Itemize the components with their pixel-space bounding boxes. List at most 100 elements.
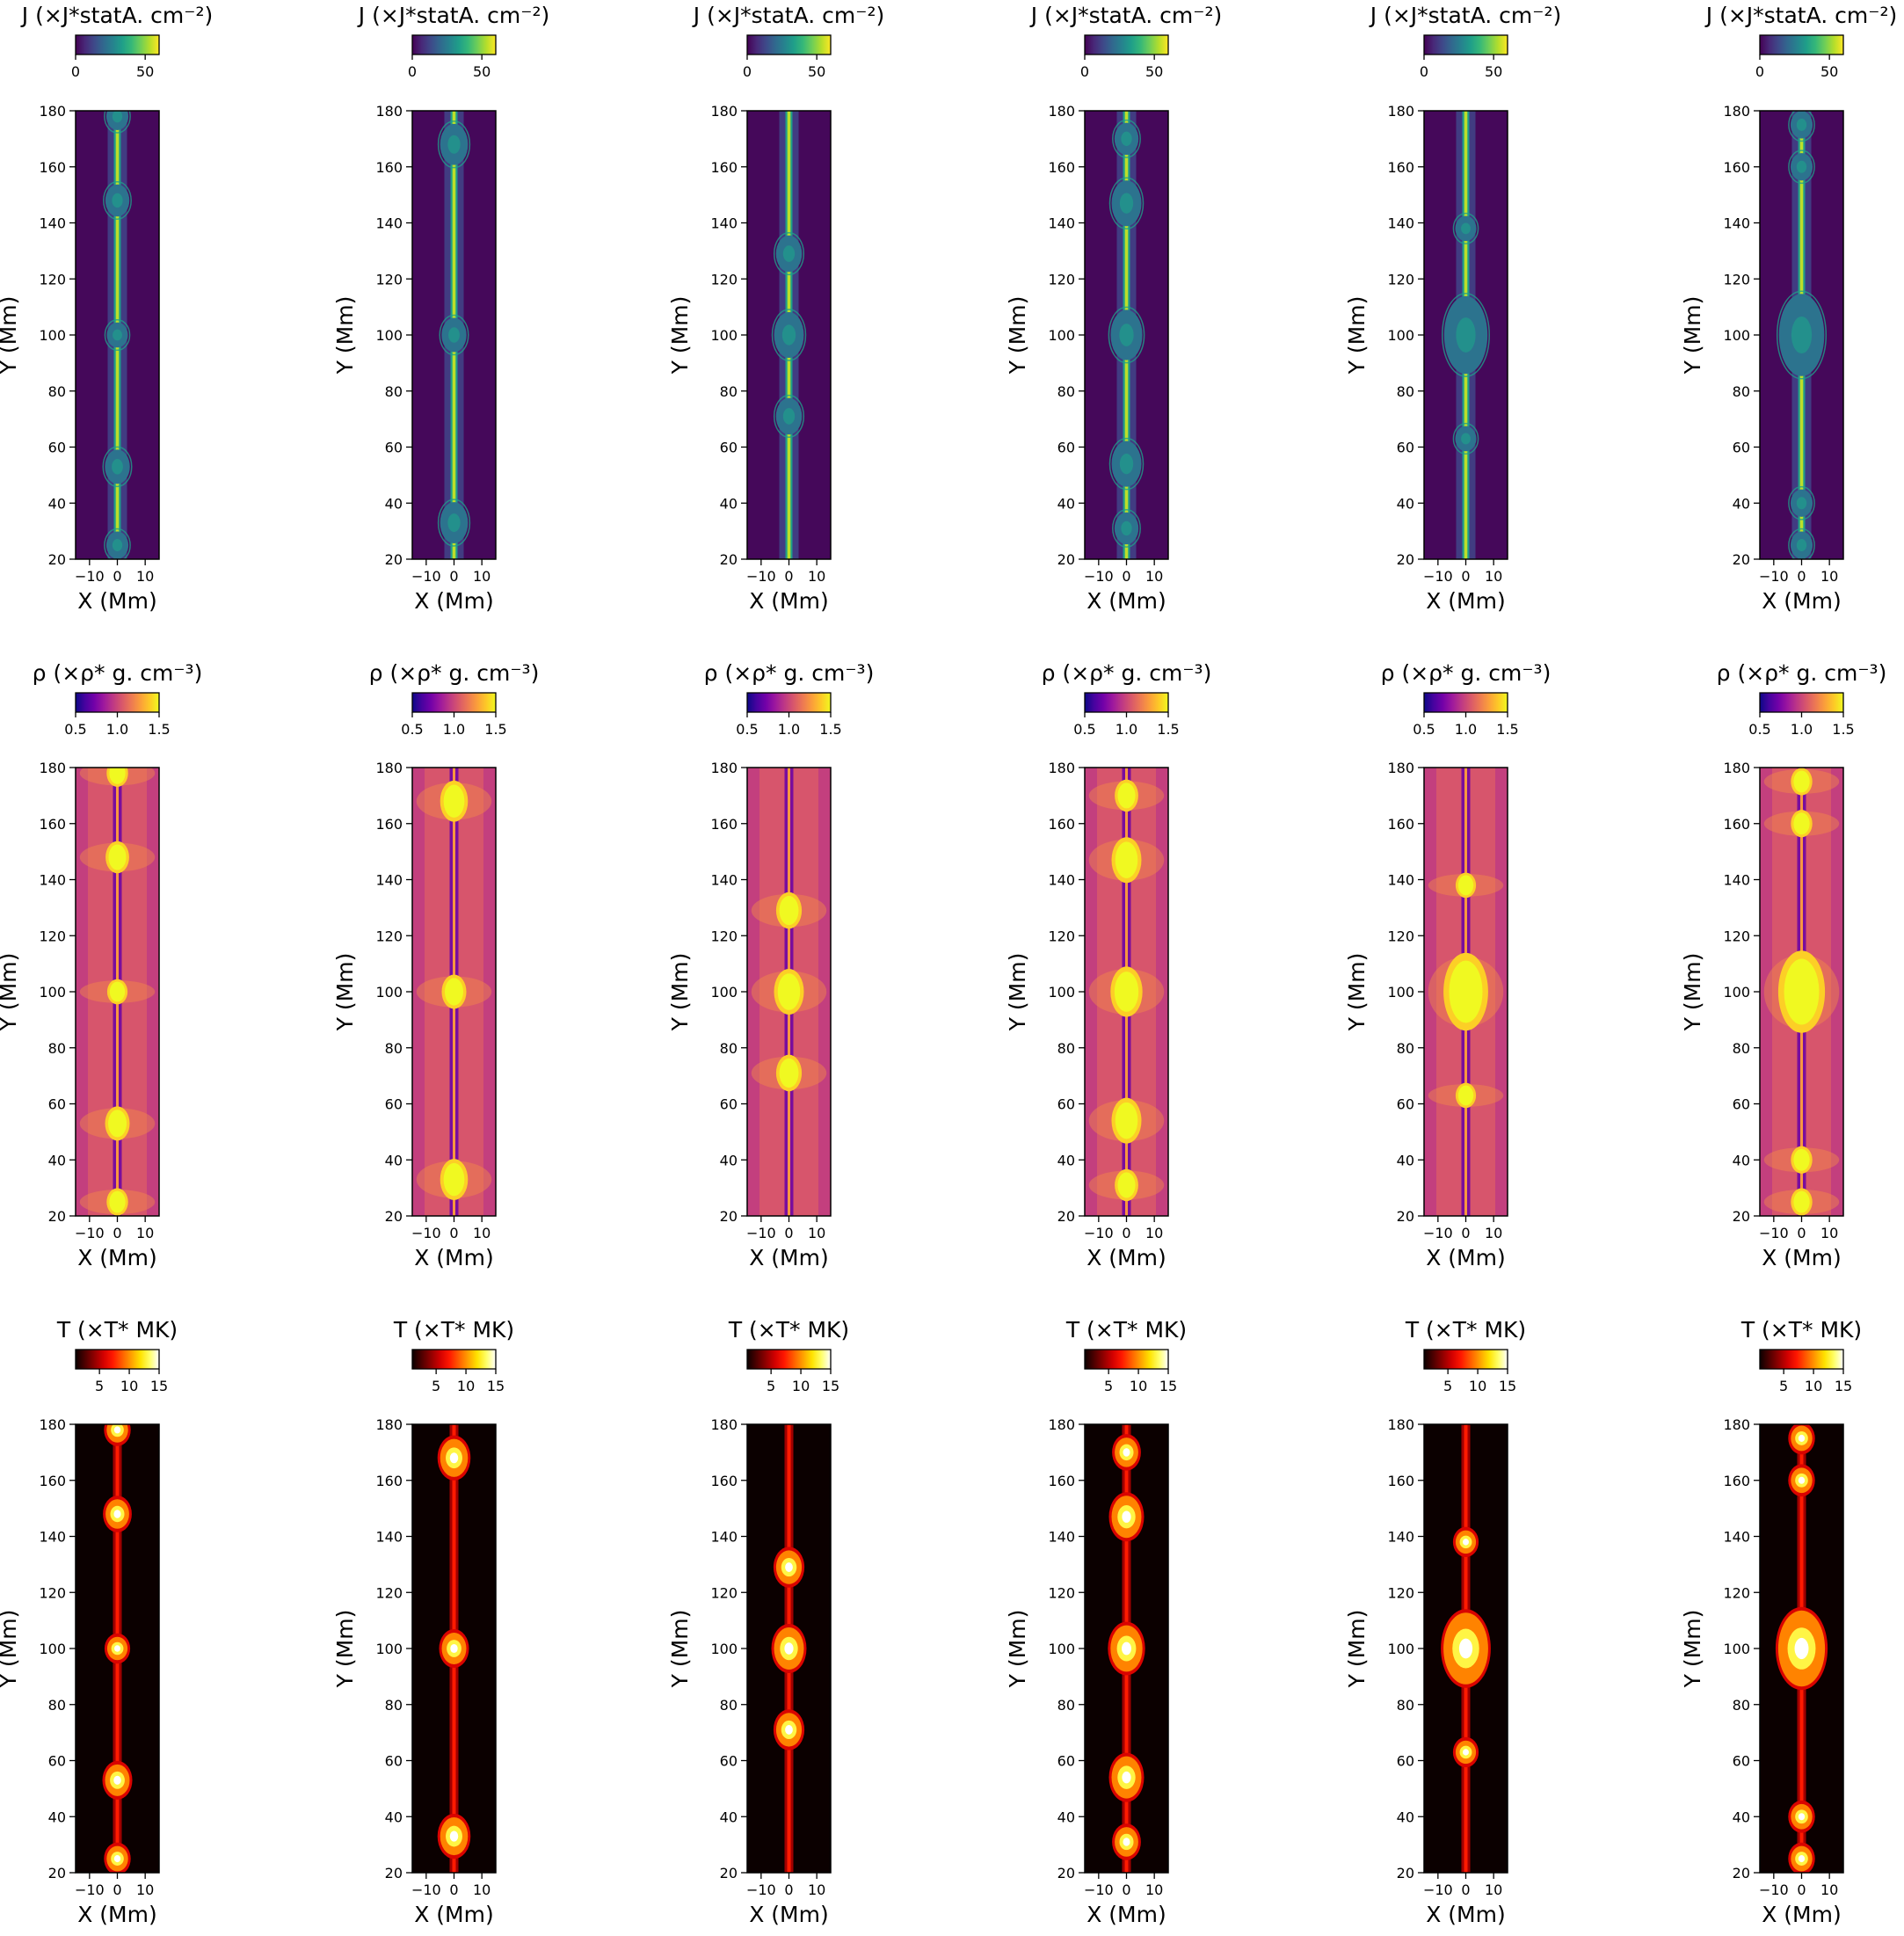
y-tick-label: 20: [1057, 1208, 1075, 1225]
y-tick-label: 60: [1057, 440, 1075, 456]
colorbar: [1759, 692, 1844, 713]
y-tick-label: 60: [385, 1096, 403, 1113]
plasmoid-rim: [1108, 437, 1145, 491]
x-tick-label: 0: [113, 568, 121, 585]
edge-shade-right: [1831, 768, 1843, 1216]
plasmoid-core: [1784, 958, 1820, 1025]
colorbar-tick-label: 50: [1485, 63, 1502, 80]
colorbar-tick-label: 10: [1805, 1378, 1822, 1394]
plasmoid-core: [781, 324, 796, 346]
plasmoid-core: [1115, 841, 1138, 878]
plasmoid-core: [1457, 875, 1474, 896]
plasmoid-rim: [1452, 212, 1479, 244]
plasmoid-core: [1796, 539, 1807, 552]
y-tick-label: 20: [1397, 551, 1414, 568]
panel-r0-c1: 20 40 60 80 100 120 140 160 180 −10 0 10 X (Mm) Y (Mm…: [332, 3, 549, 614]
colorbar-tick-label: 0.5: [64, 721, 86, 738]
y-tick-label: 40: [1397, 1152, 1414, 1168]
panel-r1-c3: 20 40 60 80 100 120 140 160 180 −10 0 10 X (Mm) Y (Mm…: [1005, 660, 1211, 1270]
x-tick-label: 0: [113, 1225, 121, 1241]
plasmoid-core: [1793, 1148, 1810, 1171]
y-tick-label: 80: [1733, 383, 1750, 400]
plasmoid-core: [1121, 131, 1132, 147]
panel-r1-c5: 20 40 60 80 100 120 140 160 180 −10 0 10 X (Mm) Y (Mm…: [1680, 660, 1886, 1270]
y-tick-label: 60: [1733, 1753, 1750, 1770]
x-tick-label: 0: [784, 1225, 793, 1241]
x-tick-label: 10: [136, 568, 154, 585]
y-tick-label: 80: [720, 383, 738, 400]
y-tick-label: 160: [1387, 1473, 1414, 1489]
y-tick-label: 40: [720, 495, 738, 512]
x-tick-label: 0: [1122, 1225, 1130, 1241]
x-axis-label: X (Mm): [414, 1245, 494, 1270]
plasmoid-rim: [1452, 422, 1479, 455]
colorbar: [746, 34, 832, 55]
plasmoid-core: [109, 768, 126, 784]
y-tick-label: 180: [39, 103, 66, 120]
y-tick-label: 40: [385, 1809, 403, 1825]
y-tick-label: 120: [1387, 928, 1414, 944]
x-tick-label: 0: [449, 1225, 458, 1241]
y-tick-label: 180: [710, 760, 738, 776]
edge-shade-right: [1156, 768, 1168, 1216]
y-tick-label: 100: [39, 327, 66, 344]
x-tick-label: 10: [473, 1881, 491, 1898]
y-tick-label: 160: [375, 816, 403, 833]
x-axis-label: X (Mm): [414, 588, 494, 614]
heatmap-image: [1760, 768, 1843, 1216]
plasmoid-core: [785, 1725, 793, 1735]
colorbar-tick-label: 5: [95, 1378, 104, 1394]
y-axis-label: Y (Mm): [667, 1610, 693, 1689]
x-axis-label: X (Mm): [1426, 1245, 1506, 1270]
y-tick-label: 100: [1048, 984, 1075, 1001]
x-tick-label: 0: [1797, 1881, 1806, 1898]
x-tick-label: 0: [1122, 568, 1130, 585]
plasmoid-rim: [1788, 528, 1815, 559]
y-tick-label: 80: [385, 1040, 403, 1057]
edge-shade-left: [412, 768, 425, 1216]
colorbar-tick-label: 1.0: [1455, 721, 1477, 738]
colorbar-title: T (×T* MK): [56, 1317, 178, 1343]
heatmap-image: [1760, 111, 1843, 559]
y-axis-label: Y (Mm): [667, 296, 693, 375]
plasmoid-core: [1461, 222, 1471, 235]
y-tick-label: 120: [375, 1584, 403, 1601]
y-tick-label: 40: [48, 1809, 66, 1825]
x-tick-label: −10: [1759, 1225, 1789, 1241]
x-axis-label: X (Mm): [414, 1902, 494, 1927]
colorbar-title: ρ (×ρ* g. cm⁻³): [369, 660, 540, 686]
x-tick-label: 10: [1145, 568, 1163, 585]
y-tick-label: 160: [375, 1473, 403, 1489]
y-tick-label: 120: [1387, 1584, 1414, 1601]
y-tick-label: 80: [1057, 1040, 1075, 1057]
y-tick-label: 40: [1057, 1809, 1075, 1825]
y-tick-label: 80: [1733, 1040, 1750, 1057]
x-tick-label: 0: [784, 1881, 793, 1898]
y-tick-label: 100: [1048, 327, 1075, 344]
x-tick-label: 0: [449, 568, 458, 585]
y-tick-label: 160: [1048, 1473, 1075, 1489]
y-tick-label: 120: [1048, 928, 1075, 944]
panel-r0-c2: 20 40 60 80 100 120 140 160 180 −10 0 10 X (Mm) Y (Mm…: [667, 3, 884, 614]
y-axis-label: Y (Mm): [0, 296, 21, 375]
colorbar-tick-label: 0: [1080, 63, 1089, 80]
colorbar-tick-label: 1.5: [148, 721, 170, 738]
plasmoid-rim: [1112, 508, 1141, 548]
y-tick-label: 100: [39, 1641, 66, 1657]
x-axis-label: X (Mm): [749, 588, 829, 614]
x-tick-label: −10: [75, 1881, 105, 1898]
y-tick-label: 180: [710, 1416, 738, 1433]
plasmoid-core: [1793, 1190, 1810, 1213]
panel-r0-c0: 20 40 60 80 100 120 140 160 180 −10 0 10 X (Mm) Y (Mm…: [0, 3, 213, 614]
y-tick-label: 160: [1387, 159, 1414, 176]
x-tick-label: 10: [136, 1225, 154, 1241]
y-tick-label: 120: [710, 928, 738, 944]
x-tick-label: −10: [1084, 1881, 1114, 1898]
y-axis-label: Y (Mm): [667, 953, 693, 1032]
colorbar-tick-label: 15: [822, 1378, 839, 1394]
colorbar: [411, 1349, 497, 1370]
y-tick-label: 60: [1733, 1096, 1750, 1113]
plasmoid-core: [1117, 782, 1136, 809]
y-tick-label: 100: [1387, 327, 1414, 344]
